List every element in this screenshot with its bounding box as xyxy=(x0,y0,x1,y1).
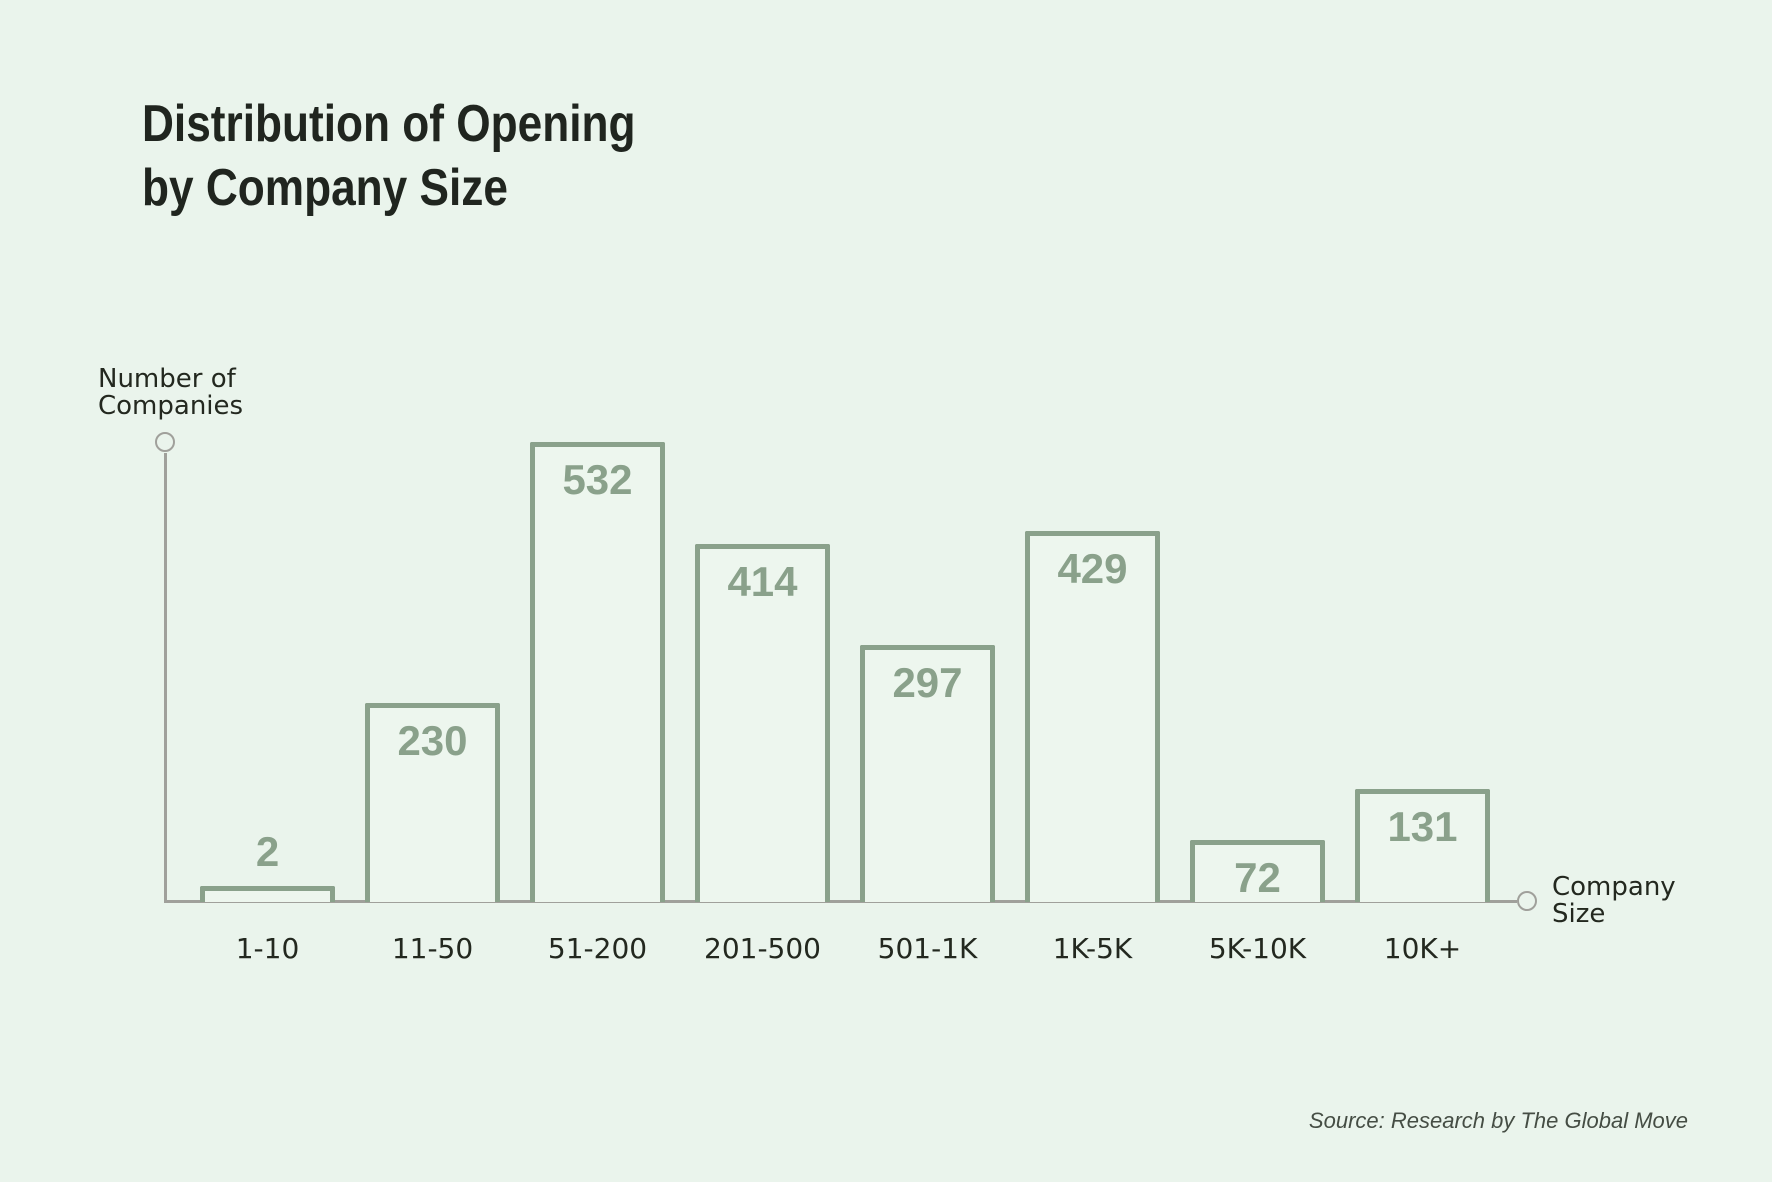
y-axis-end-circle xyxy=(155,432,175,452)
x-tick-label: 501-1K xyxy=(877,932,978,965)
x-tick-label: 1K-5K xyxy=(1052,932,1133,965)
x-axis-line xyxy=(164,900,1517,903)
y-axis-line xyxy=(164,453,167,902)
bar-value-label: 414 xyxy=(727,558,798,605)
chart-title: Distribution of Opening by Company Size xyxy=(142,92,636,220)
bar-201-500 xyxy=(695,544,830,902)
source-note: Source: Research by The Global Move xyxy=(1308,1108,1688,1133)
bar-value-label: 429 xyxy=(1057,545,1128,592)
bar-501-1K xyxy=(860,645,995,902)
bar-value-label: 72 xyxy=(1234,854,1281,901)
y-axis-label: Number of Companies xyxy=(98,364,244,421)
x-tick-label: 5K-10K xyxy=(1208,932,1307,965)
chart-title-line-2: by Company Size xyxy=(142,159,508,217)
bar-5K-10K xyxy=(1190,840,1325,902)
bar-value-label: 297 xyxy=(892,659,963,706)
bar-value-label: 2 xyxy=(255,828,280,875)
bar-value-label: 230 xyxy=(397,717,468,764)
bar-10K+ xyxy=(1355,789,1490,902)
x-tick-label: 10K+ xyxy=(1383,932,1462,965)
x-tick-label: 1-10 xyxy=(235,932,300,965)
bar-value-label: 131 xyxy=(1387,803,1458,850)
bar-1K-5K xyxy=(1025,531,1160,902)
x-axis-end-circle xyxy=(1517,891,1537,911)
bar-11-50 xyxy=(365,703,500,902)
bar-value-label: 532 xyxy=(562,456,633,503)
bar-1-10 xyxy=(200,886,335,902)
x-axis-label: Company Size xyxy=(1552,872,1676,929)
x-tick-label: 51-200 xyxy=(547,932,648,965)
bar-51-200 xyxy=(530,442,665,902)
chart-title-line-1: Distribution of Opening xyxy=(142,95,636,153)
x-tick-label: 201-500 xyxy=(704,932,821,965)
x-tick-label: 11-50 xyxy=(391,932,474,965)
